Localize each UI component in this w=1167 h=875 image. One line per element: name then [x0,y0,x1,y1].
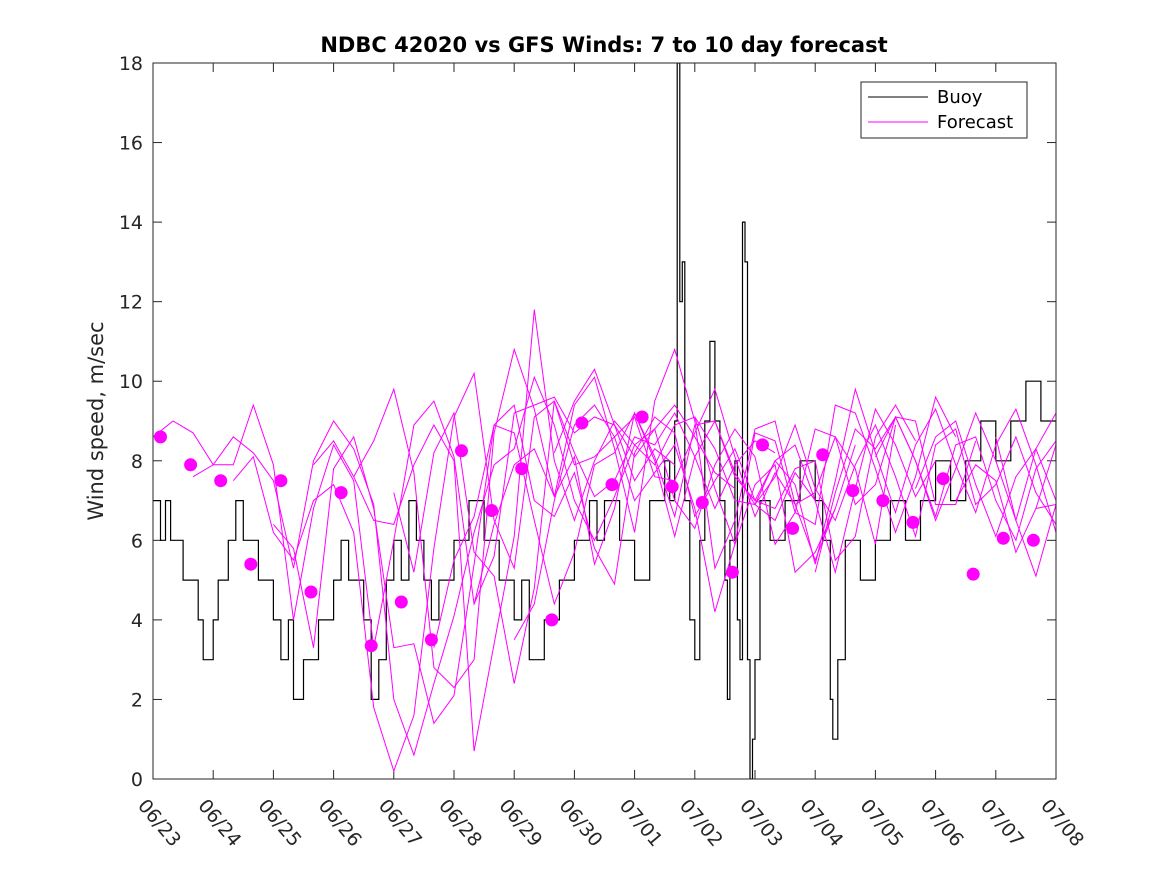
forecast-point [906,515,920,529]
forecast-point [424,633,438,647]
forecast-series-line [955,444,1056,554]
y-tick-label: 4 [131,610,143,632]
forecast-series-line [553,368,977,546]
axes-box [152,62,1057,780]
forecast-dots-layer [154,410,1040,653]
forecast-point [966,567,980,581]
forecast-point [364,639,378,653]
forecast-series-line [754,423,1056,539]
buoy-series-line [153,63,1056,779]
forecast-point [485,504,499,517]
buoy-layer [153,63,1056,779]
y-tick-label: 10 [119,371,143,393]
forecast-series-line [473,407,937,605]
y-tick-label: 14 [119,212,143,234]
y-tick-label: 0 [131,769,143,791]
forecast-point [214,474,228,488]
forecast-series-line [915,420,1056,538]
forecast-point [756,438,769,452]
legend-box [860,81,1028,139]
forecast-point [154,430,167,444]
forecast-point [665,480,679,494]
chart-title: NDBC 42020 vs GFS Winds: 7 to 10 day for… [320,33,887,57]
forecast-point [455,444,468,458]
y-tick-label: 16 [119,133,143,155]
forecast-series-line [313,309,836,752]
forecast-point [936,472,950,486]
forecast-point [605,478,619,492]
y-tick-label: 12 [119,292,143,314]
y-axis-label: Wind speed, m/sec [84,321,108,520]
y-tick-label: 18 [119,53,143,75]
forecast-point [274,474,288,488]
forecast-point [575,416,589,430]
forecast-series-line [874,415,1056,542]
forecast-series-line [433,404,916,648]
forecast-series-line [232,371,776,773]
forecast-point [184,458,198,472]
forecast-layer [153,309,1056,773]
forecast-point [725,565,739,579]
forecast-series-line [353,347,856,689]
forecast-point [394,595,408,609]
forecast-series-line [814,411,1056,573]
forecast-point [786,521,800,535]
forecast-point [846,484,860,498]
legend: Buoy Forecast [860,81,1028,139]
forecast-point [545,613,559,627]
forecast-point [334,486,348,500]
y-tick-label: 8 [131,451,143,473]
y-tick-label: 2 [131,689,143,711]
forecast-series-line [393,387,896,684]
forecast-point [244,557,258,571]
forecast-point [635,410,649,424]
forecast-point [515,462,529,476]
forecast-point [996,531,1010,545]
y-tick-label: 6 [131,530,143,552]
forecast-point [876,494,890,508]
forecast-point [816,448,830,462]
forecast-point [1026,533,1040,547]
legend-forecast-label: Forecast [937,112,1013,133]
legend-buoy-label: Buoy [937,87,983,108]
forecast-point [304,585,318,599]
forecast-point [695,496,709,509]
forecast-series-line [513,395,957,641]
forecast-series-line [995,436,1056,578]
forecast-series-line [694,387,1056,565]
